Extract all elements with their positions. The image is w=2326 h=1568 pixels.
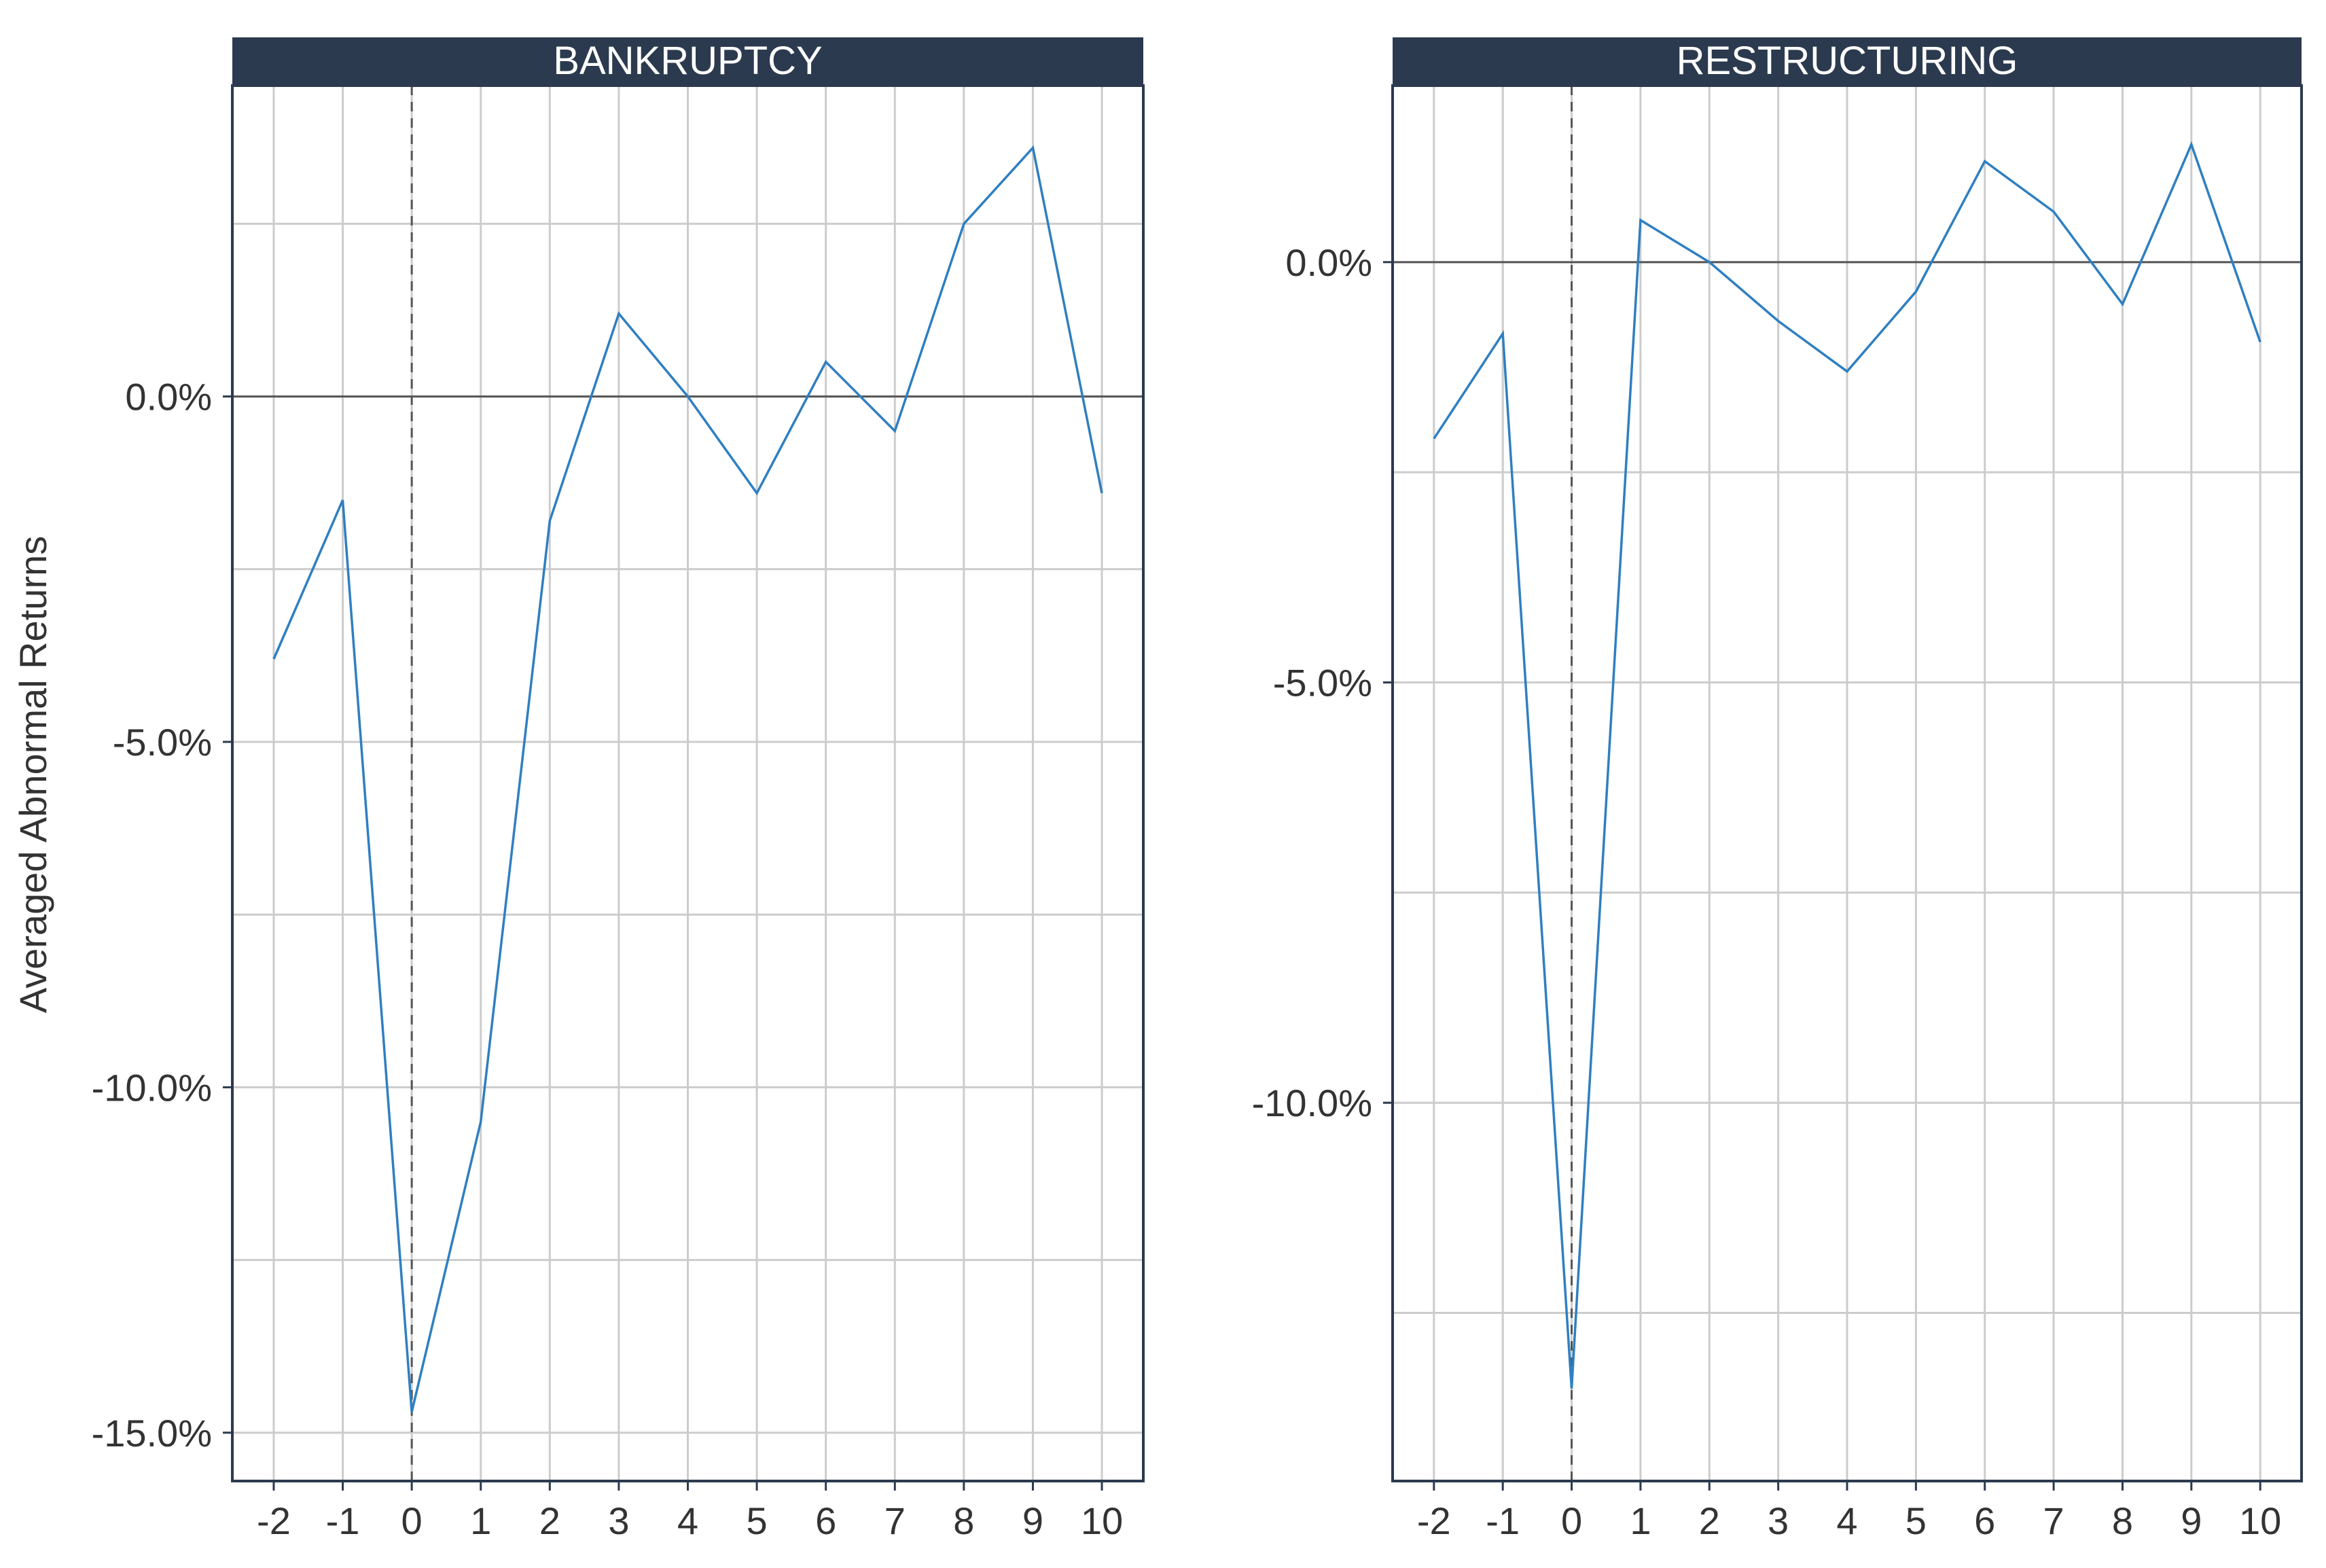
panel-2-series-line-0 <box>1433 141 2261 1389</box>
panel-2-data-point-6 <box>1984 160 1986 162</box>
panel-2-x-tick-label-1: -1 <box>1486 1499 1520 1542</box>
panel-2-x-tick-label-7: 5 <box>1905 1499 1927 1542</box>
panel-1-data-point-4 <box>687 395 690 398</box>
panel-1-x-tick-label-11: 9 <box>1022 1499 1043 1542</box>
panel-2-x-tick-label-5: 3 <box>1768 1499 1789 1542</box>
panel-1-data-point-6 <box>825 361 827 363</box>
panel-2-title: RESTRUCTURING <box>1677 39 2018 83</box>
panel-2-data-point-8 <box>2121 303 2124 306</box>
panel-1-data-point-2 <box>548 520 551 522</box>
panel-2-y-tick-label-0: 0.0% <box>1285 241 1372 284</box>
panel-1-x-tick-label-2: 0 <box>401 1499 423 1542</box>
panel-2-x-tick-label-4: 2 <box>1699 1499 1720 1542</box>
panel-1-y-tick-label-2: -10.0% <box>92 1066 212 1109</box>
panel-2-data-point-5 <box>1914 290 1917 293</box>
panel-1-x-tick-label-0: -2 <box>257 1499 291 1542</box>
panel-1-series-line-0 <box>272 145 1103 1412</box>
panel-1-y-tick-label-1: -5.0% <box>113 721 212 764</box>
panel-1-data-point-7 <box>893 429 896 432</box>
panel-1-data-point-0 <box>410 1410 413 1413</box>
y-axis-title: Averaged Abnormal Returns <box>12 536 54 1014</box>
panel-2-x-tick-label-11: 9 <box>2181 1499 2202 1542</box>
panel-1-x-tick-label-10: 8 <box>953 1499 974 1542</box>
panel-2-data-point-10 <box>2259 340 2261 343</box>
panel-1-data-point--2 <box>272 658 275 660</box>
panel-1-data-point-5 <box>755 492 758 495</box>
panel-1-data-point-8 <box>963 222 965 225</box>
panel-1-y-tick-label-0: 0.0% <box>125 376 212 418</box>
panel-1-title: BANKRUPTCY <box>553 39 822 83</box>
panel-1-data-point--1 <box>342 499 344 501</box>
panel-1-x-tick-label-4: 2 <box>539 1499 560 1542</box>
panel-2-x-tick-label-12: 10 <box>2239 1499 2281 1542</box>
panel-2-data-point-2 <box>1708 261 1711 264</box>
panel-2-data-point-0 <box>1571 1387 1573 1390</box>
panel-2-data-point-3 <box>1777 319 1780 322</box>
panel-2-data-point-9 <box>2190 143 2193 146</box>
panel-1-x-tick-label-6: 4 <box>677 1499 698 1542</box>
panel-1-x-tick-label-5: 3 <box>608 1499 629 1542</box>
panel-2-data-point-1 <box>1639 219 1642 221</box>
panel-1-data-point-10 <box>1101 492 1103 495</box>
panel-1-x-tick-label-8: 6 <box>815 1499 836 1542</box>
panel-2-x-tick-label-2: 0 <box>1561 1499 1582 1542</box>
panel-2-data-point-4 <box>1846 370 1848 373</box>
panel-2-data-point-7 <box>2052 211 2055 213</box>
panel-2-y-tick-label-1: -5.0% <box>1273 662 1372 705</box>
panel-1-x-tick-label-7: 5 <box>747 1499 768 1542</box>
panel-2-x-tick-label-3: 1 <box>1630 1499 1651 1542</box>
panel-1-x-tick-label-12: 10 <box>1081 1499 1123 1542</box>
panel-2-title-strip <box>1393 37 2302 86</box>
panel-1-title-strip <box>232 37 1143 86</box>
panel-1-data-point-3 <box>618 313 620 315</box>
panel-2-x-tick-label-6: 4 <box>1836 1499 1857 1542</box>
panel-2-y-tick-label-2: -10.0% <box>1252 1082 1372 1124</box>
panel-1-x-tick-label-1: -1 <box>326 1499 360 1542</box>
panel-1-x-tick-label-3: 1 <box>470 1499 491 1542</box>
panel-1-y-tick-label-3: -15.0% <box>92 1412 212 1455</box>
panel-1-data-point-9 <box>1031 147 1034 149</box>
panel-2-data-point--1 <box>1501 332 1504 335</box>
panel-1-data-point-1 <box>480 1120 482 1123</box>
panel-2-x-tick-label-10: 8 <box>2112 1499 2133 1542</box>
panel-2-x-tick-label-0: -2 <box>1417 1499 1451 1542</box>
panel-2-x-tick-label-9: 7 <box>2043 1499 2064 1542</box>
panel-2-data-point--2 <box>1433 438 1435 440</box>
panel-1-x-tick-label-9: 7 <box>884 1499 906 1542</box>
panel-2-x-tick-label-8: 6 <box>1974 1499 1995 1542</box>
